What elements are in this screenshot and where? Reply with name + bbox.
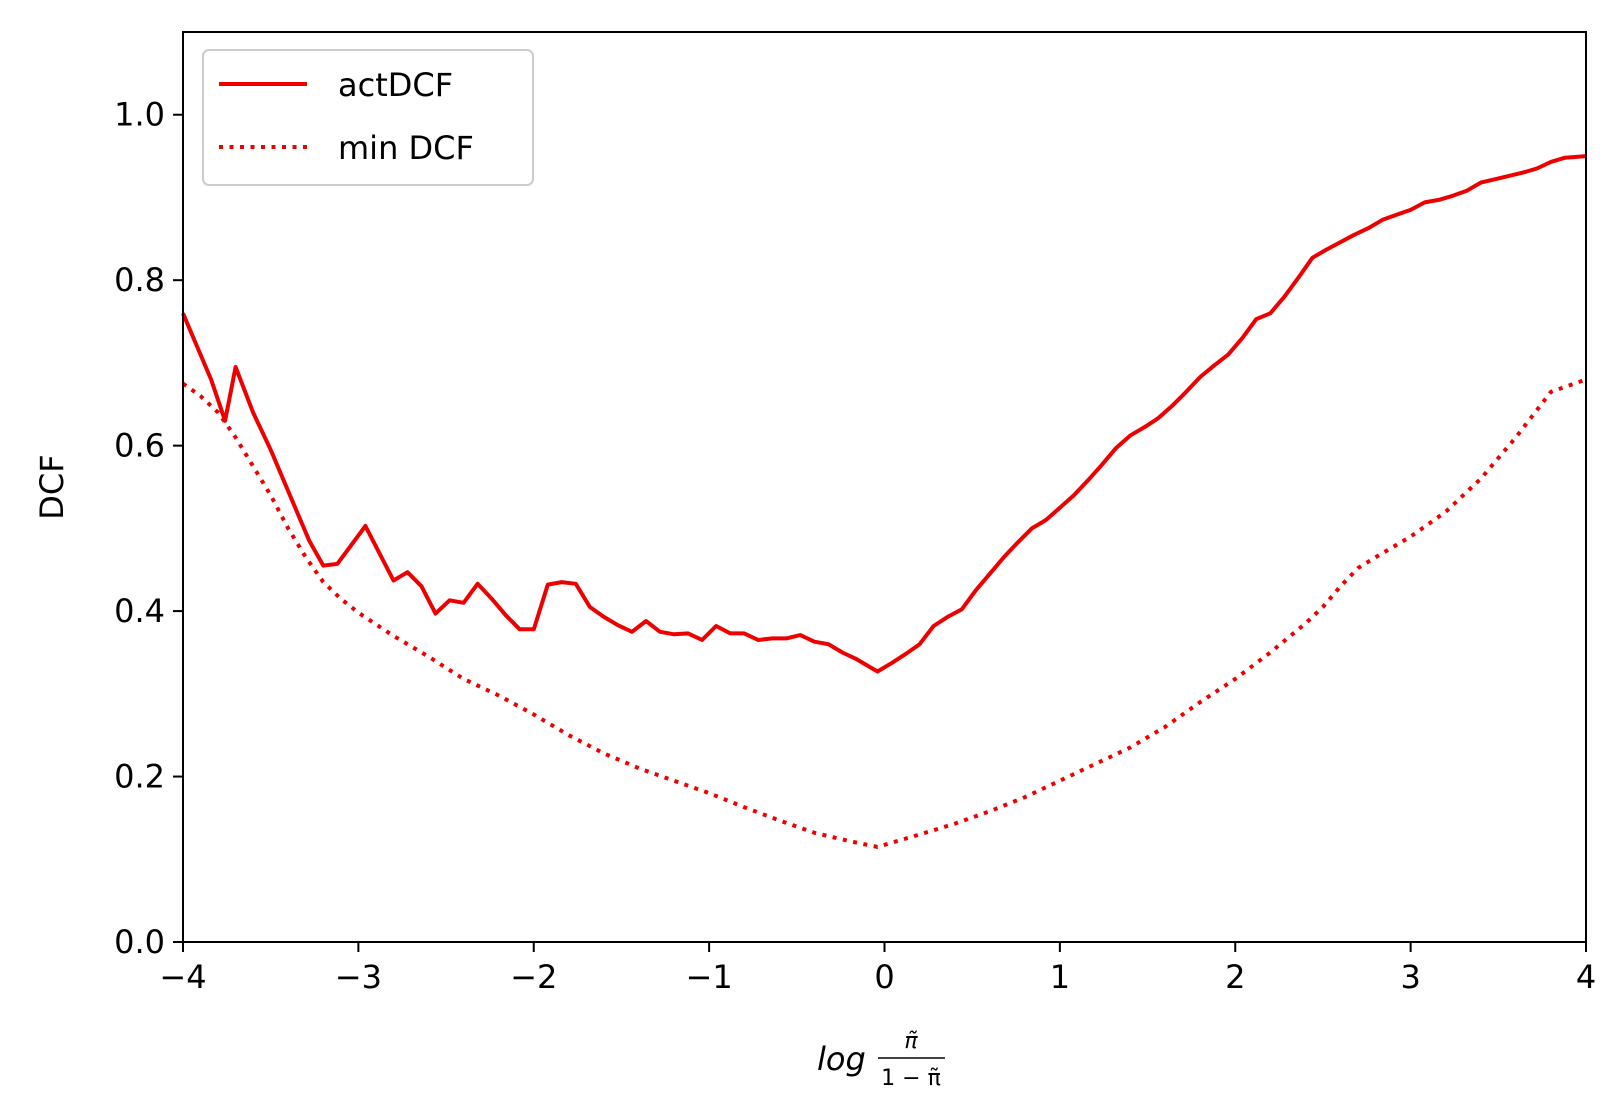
x-axis-label-numerator: π̃ (904, 1029, 918, 1054)
x-tick-label: −4 (159, 958, 206, 996)
series-line-min-dcf (181, 377, 1587, 849)
x-axis-label: log π̃ 1 − π̃ (817, 1029, 945, 1091)
x-axis-label-denominator: 1 − π̃ (881, 1066, 941, 1091)
x-tick-label: 2 (1225, 958, 1245, 996)
y-tick-label: 0.2 (114, 758, 165, 796)
y-axis-label: DCF (33, 454, 71, 519)
x-tick-label: 3 (1400, 958, 1420, 996)
legend-label-min-dcf: min DCF (338, 129, 474, 167)
x-tick-label: −3 (335, 958, 382, 996)
x-tick-label: 0 (874, 958, 894, 996)
y-tick-label: 1.0 (114, 96, 165, 134)
plot-lines (181, 154, 1587, 849)
x-tick-label: −2 (510, 958, 557, 996)
x-tick-label: −1 (686, 958, 733, 996)
x-tick-label: 4 (1576, 958, 1596, 996)
x-axis-ticks: −4 −3 −2 −1 0 1 2 3 4 (159, 942, 1596, 996)
y-axis-ticks: 0.0 0.2 0.4 0.6 0.8 1.0 (114, 96, 183, 961)
y-tick-label: 0.8 (114, 261, 165, 299)
y-tick-label: 0.0 (114, 923, 165, 961)
x-tick-label: 1 (1050, 958, 1070, 996)
x-axis-label-base: log (817, 1040, 866, 1078)
y-tick-label: 0.4 (114, 592, 165, 630)
legend: actDCF min DCF (202, 49, 534, 186)
y-tick-label: 0.6 (114, 427, 165, 465)
legend-label-actdcf: actDCF (338, 66, 453, 104)
series-line-actdcf (181, 154, 1587, 674)
